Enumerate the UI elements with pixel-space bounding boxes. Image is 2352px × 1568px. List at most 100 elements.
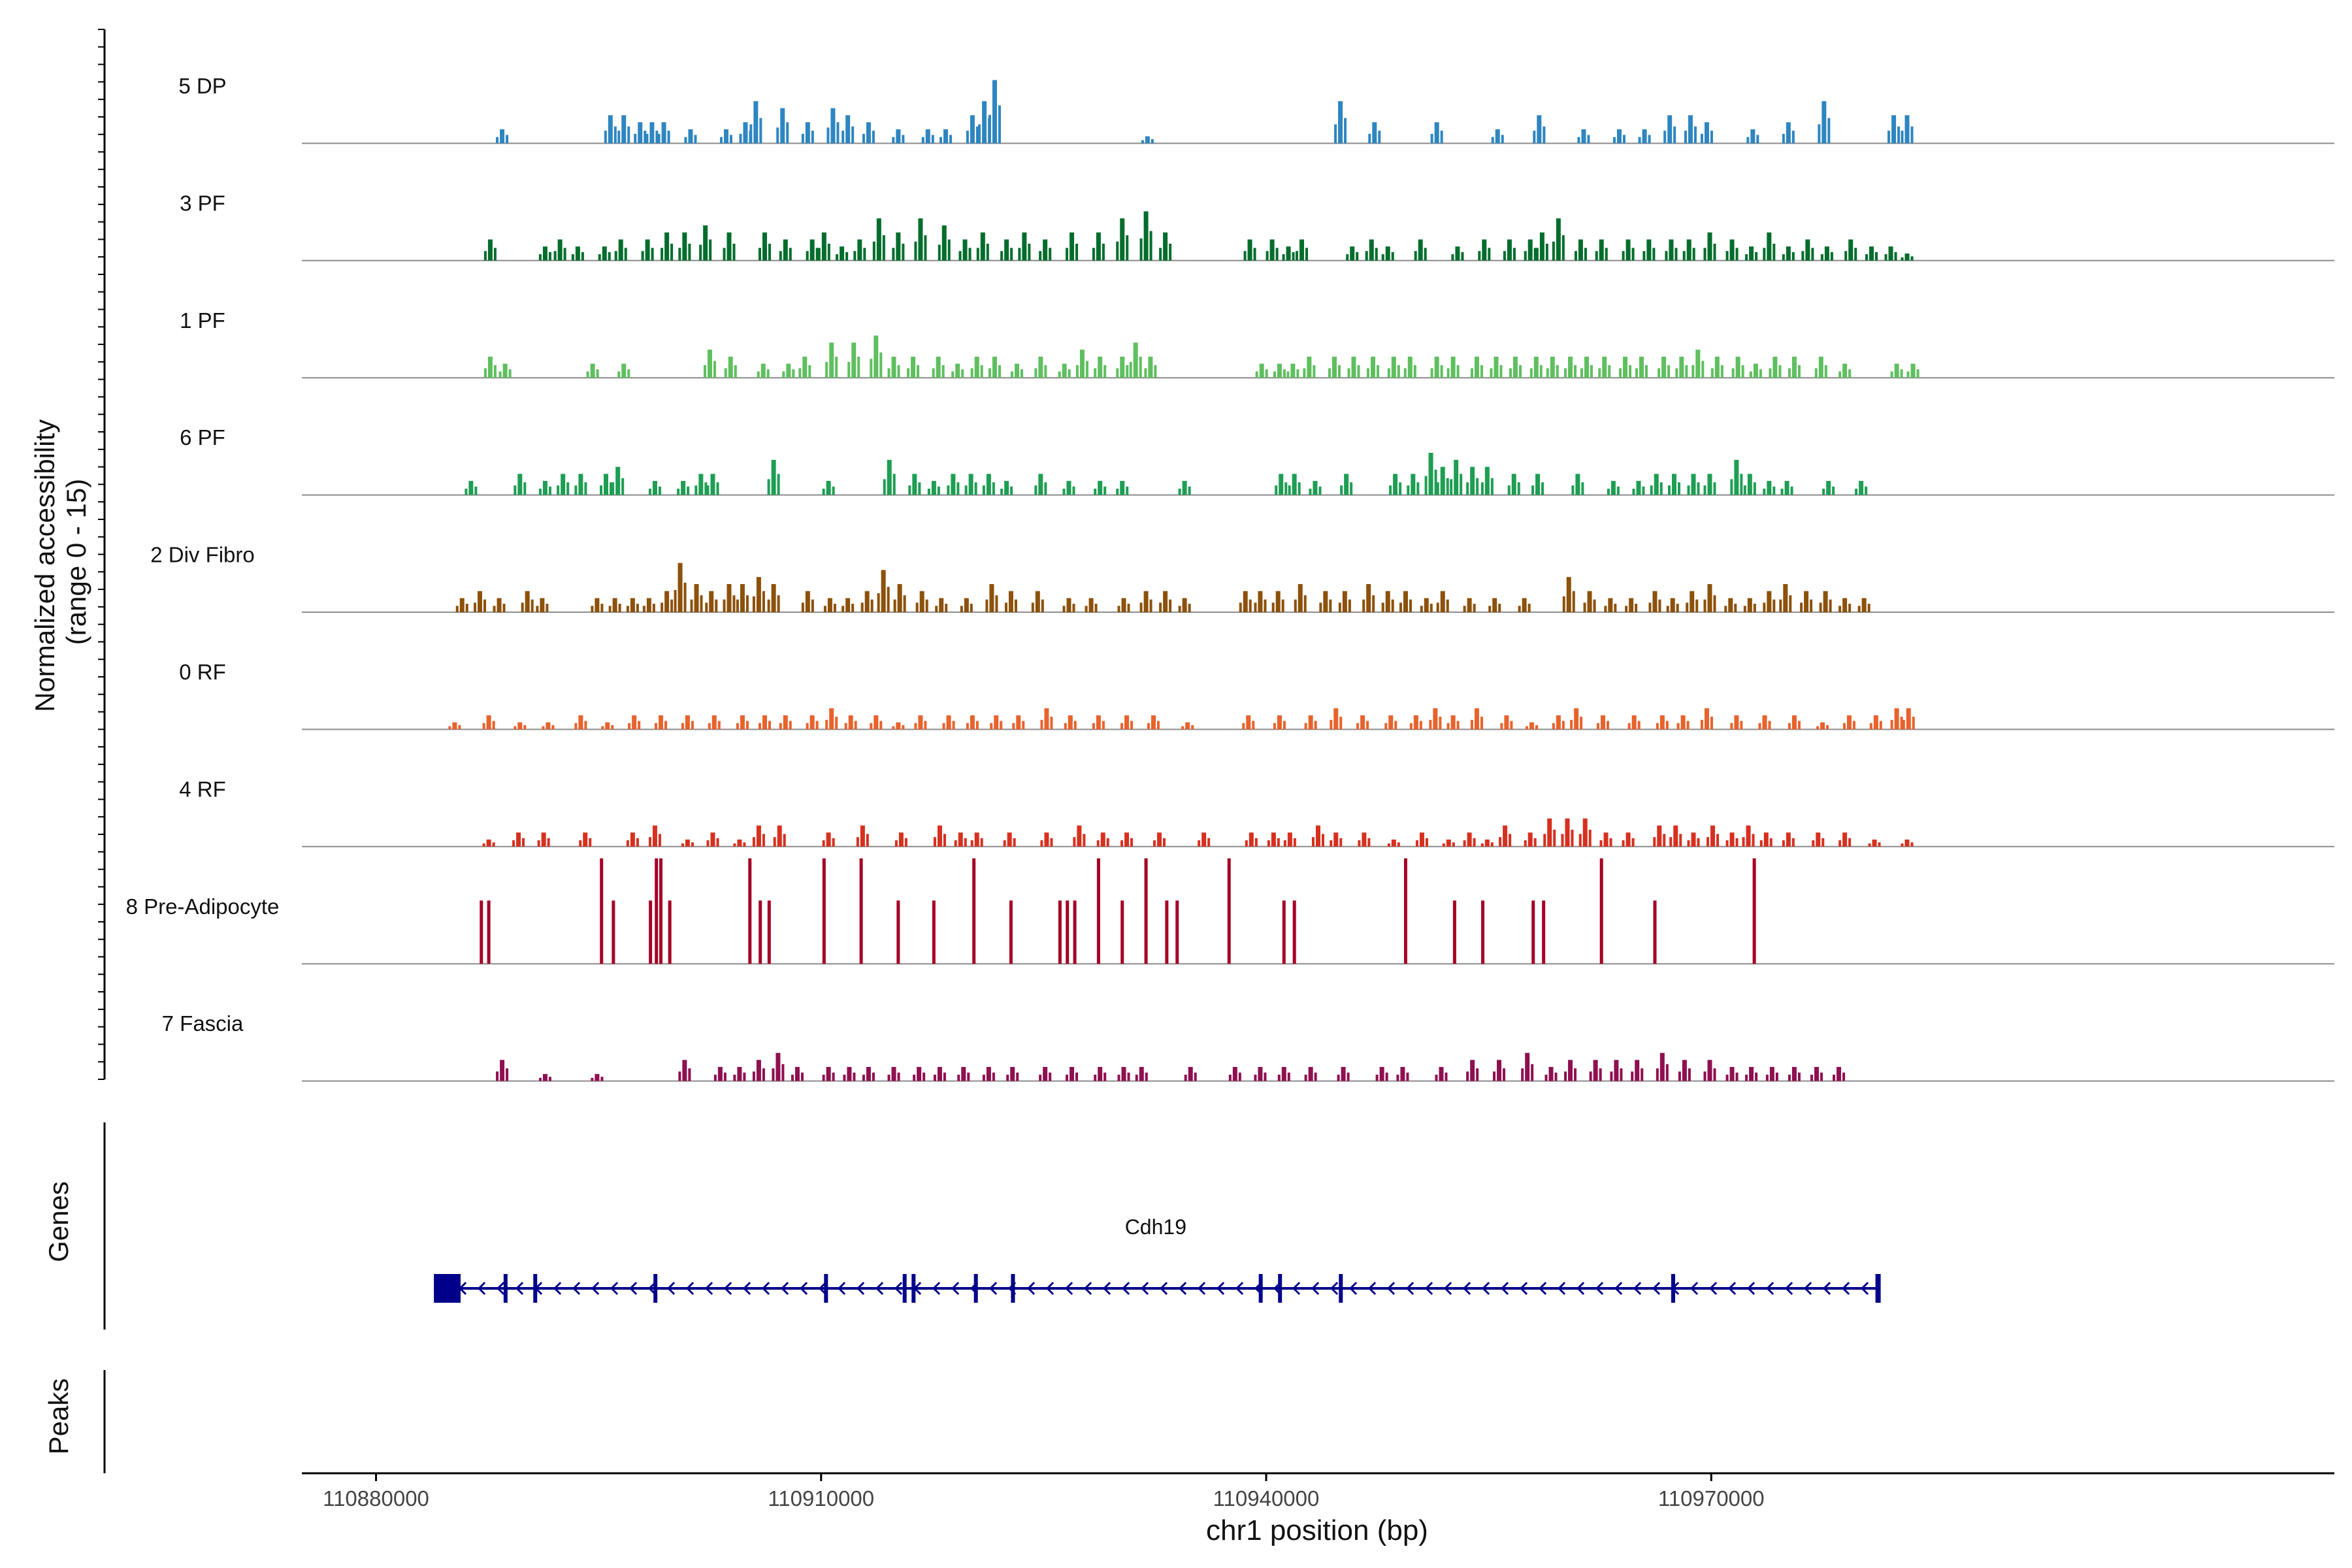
coverage-peak-shoulder (1763, 488, 1766, 495)
coverage-peak-shoulder (1772, 243, 1776, 261)
coverage-peak (939, 598, 944, 612)
strand-arrow (875, 1281, 884, 1296)
coverage-peak-shoulder (1685, 365, 1688, 378)
coverage-peak-shoulder (1693, 126, 1697, 144)
coverage-peak-shoulder (990, 723, 993, 730)
coverage-peak-shoulder (947, 485, 950, 495)
coverage-peak-shoulder (1610, 1071, 1613, 1081)
coverage-peak (1188, 1067, 1193, 1081)
coverage-peak-shoulder (908, 485, 911, 495)
coverage-peak (1527, 239, 1533, 261)
y-axis-label-line-1: Normalized accessibility (29, 419, 60, 712)
coverage-peak-shoulder (877, 593, 880, 612)
coverage-peak-shoulder (872, 241, 875, 261)
coverage-peak-shoulder (937, 486, 940, 495)
coverage-peak (1522, 598, 1527, 612)
coverage-peak (1747, 474, 1752, 495)
coverage-peak-shoulder (1062, 606, 1066, 612)
coverage-peak-shoulder (1645, 365, 1648, 378)
coverage-peak-shoulder (947, 239, 951, 261)
coverage-peak-shoulder (1424, 248, 1427, 261)
coverage-peak-shoulder (473, 602, 476, 612)
coverage-peak (668, 900, 672, 964)
x-axis-tick-label: 110970000 (1658, 1486, 1765, 1511)
coverage-peak-shoulder (1688, 1068, 1691, 1081)
coverage-peak-shoulder (1416, 482, 1420, 495)
coverage-peak (723, 129, 728, 144)
coverage-peak-shoulder (644, 131, 647, 144)
coverage-peak (1434, 122, 1439, 144)
coverage-peak (826, 832, 831, 847)
coverage-peak-shoulder (1884, 254, 1887, 261)
coverage-peak (652, 825, 657, 847)
coverage-peak-shoulder (1665, 721, 1669, 730)
coverage-peak-shoulder (600, 485, 603, 495)
coverage-peak-shoulder (1820, 1072, 1823, 1081)
coverage-peak-shoulder (1480, 482, 1484, 495)
coverage-peak-shoulder (723, 599, 726, 612)
coverage-peak (1388, 715, 1394, 730)
coverage-peak-shoulder (897, 1072, 900, 1081)
coverage-peak-shoulder (1294, 599, 1297, 612)
coverage-peak-shoulder (1277, 838, 1280, 847)
coverage-peak-shoulder (584, 721, 587, 730)
coverage-peak-shoulder (817, 248, 821, 261)
coverage-peak (1098, 1067, 1103, 1081)
strand-arrow (647, 1281, 657, 1296)
coverage-peak-shoulder (648, 488, 651, 495)
coverage-peak (1599, 239, 1604, 261)
strand-arrow (1386, 1281, 1396, 1296)
coverage-peak-shoulder (1399, 482, 1402, 495)
coverage-peak-shoulder (1298, 482, 1301, 495)
coverage-peak (1004, 481, 1009, 495)
coverage-peak-shoulder (1552, 723, 1555, 730)
coverage-peak (1299, 239, 1305, 261)
genes-panel-label: Genes (43, 1181, 74, 1262)
coverage-peak (561, 474, 566, 495)
coverage-peak-shoulder (1589, 1071, 1592, 1081)
coverage-peak-shoulder (1339, 838, 1343, 847)
coverage-peak-shoulder (664, 721, 668, 730)
coverage-peak-shoulder (1028, 243, 1031, 261)
coverage-peak-shoulder (1194, 1072, 1197, 1081)
coverage-peak (1670, 598, 1675, 612)
coverage-peak-shoulder (970, 840, 973, 847)
coverage-peak-shoulder (1238, 1072, 1241, 1081)
coverage-peak-shoulder (918, 482, 921, 495)
coverage-peak (500, 1060, 505, 1081)
coverage-peak (1333, 708, 1339, 730)
coverage-peak (541, 832, 546, 847)
coverage-peak-shoulder (1703, 1071, 1707, 1081)
coverage-peak-shoulder (1811, 248, 1814, 261)
coverage-peak-shoulder (1040, 719, 1043, 730)
strand-arrow (1197, 1281, 1206, 1296)
coverage-peak (717, 1067, 723, 1081)
coverage-peak (1820, 722, 1825, 730)
coverage-peak (1786, 832, 1791, 847)
coverage-peak-shoulder (1632, 488, 1635, 495)
coverage-peak-shoulder (1731, 368, 1735, 378)
coverage-peak (840, 246, 845, 261)
coverage-peak-shoulder (678, 1071, 681, 1081)
coverage-peak-shoulder (952, 721, 955, 730)
coverage-peak-shoulder (768, 243, 771, 261)
coverage-peak (1568, 356, 1573, 378)
coverage-peak-shoulder (1631, 248, 1635, 261)
strand-arrow (1121, 1281, 1130, 1296)
coverage-peak-shoulder (933, 837, 936, 847)
coverage-peak (1513, 356, 1518, 378)
strand-arrow (837, 1281, 846, 1296)
strand-arrow (1311, 1281, 1320, 1296)
coverage-peak (896, 232, 901, 261)
coverage-peak (1015, 363, 1020, 378)
coverage-peak-shoulder (1868, 843, 1871, 847)
coverage-peak-shoulder (851, 604, 855, 612)
coverage-peak (1482, 239, 1487, 261)
coverage-peak (1707, 474, 1712, 495)
coverage-peak (941, 225, 947, 261)
coverage-peak-shoulder (1789, 595, 1792, 612)
coverage-peak-shoulder (1890, 371, 1893, 378)
coverage-peak (887, 459, 892, 495)
coverage-peak-shoulder (492, 842, 495, 847)
coverage-peak-shoulder (866, 834, 869, 847)
